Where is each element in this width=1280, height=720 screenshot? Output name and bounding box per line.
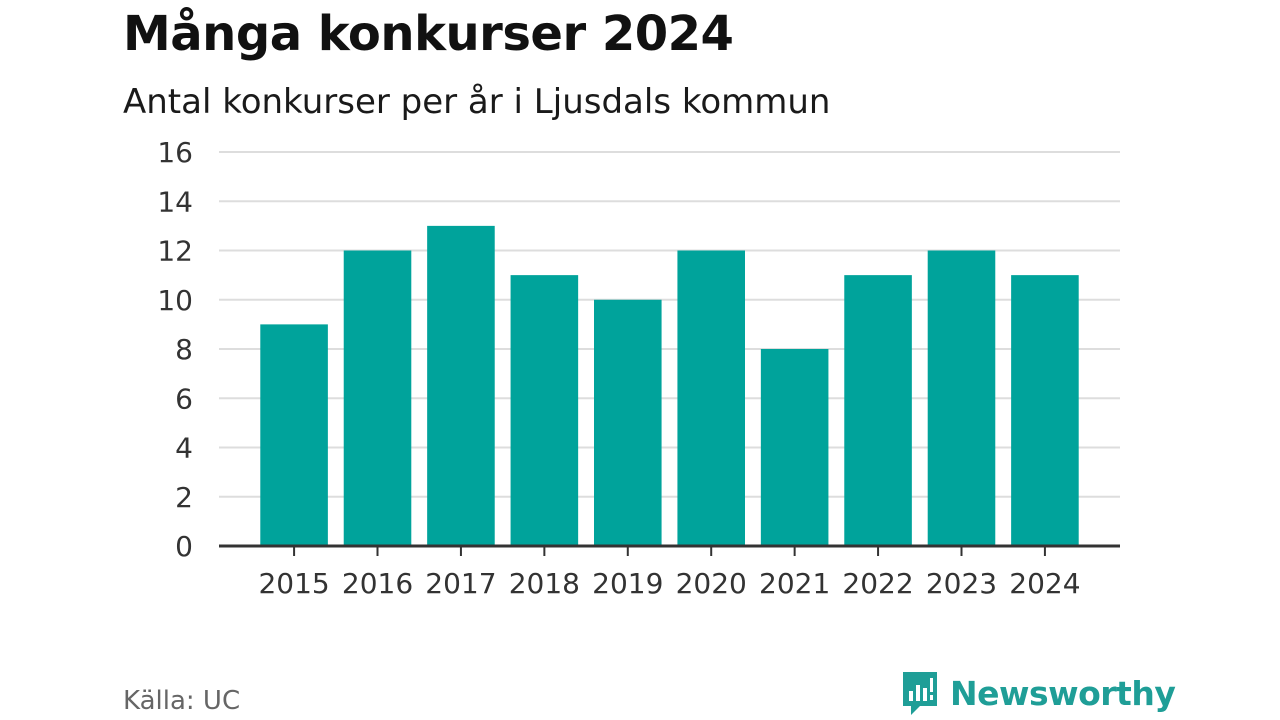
x-tick-label: 2021 xyxy=(759,567,830,600)
brand-name: Newsworthy xyxy=(950,673,1176,713)
newsworthy-logo-icon xyxy=(903,672,937,715)
y-tick-label: 2 xyxy=(175,481,193,514)
x-axis-ticks: 2015 2016 2017 2018 2019 2020 2021 2022 2023 2024 xyxy=(258,546,1081,600)
x-tick-label: 2017 xyxy=(425,567,496,600)
y-tick-label: 6 xyxy=(175,382,193,415)
bar-2024 xyxy=(1011,275,1079,546)
x-tick-label: 2018 xyxy=(509,567,580,600)
bar-2019 xyxy=(593,299,662,546)
bar-2023 xyxy=(927,250,996,546)
y-tick-label: 16 xyxy=(157,136,193,169)
chart-subtitle: Antal konkurser per år i Ljusdals kommun xyxy=(123,82,831,122)
y-tick-label: 8 xyxy=(175,333,193,366)
bars xyxy=(260,225,1079,546)
bar-2016 xyxy=(343,250,412,546)
bar-2021 xyxy=(760,349,829,546)
bar-2015 xyxy=(260,324,328,546)
x-tick-label: 2019 xyxy=(592,567,663,600)
x-tick-label: 2022 xyxy=(842,567,913,600)
x-tick-label: 2016 xyxy=(342,567,413,600)
bar-2018 xyxy=(510,275,579,546)
y-axis-ticks: 0 2 4 6 8 10 12 14 16 xyxy=(157,136,193,563)
brand-logo: Newsworthy xyxy=(900,668,1176,718)
y-tick-label: 14 xyxy=(157,185,193,218)
y-tick-label: 0 xyxy=(175,530,193,563)
bar-2022 xyxy=(844,275,912,546)
bar-2017 xyxy=(427,225,495,546)
y-tick-label: 10 xyxy=(157,284,193,317)
y-tick-label: 12 xyxy=(157,235,193,268)
x-tick-label: 2015 xyxy=(258,567,329,600)
chart-title: Många konkurser 2024 xyxy=(123,6,734,62)
bar-2020 xyxy=(677,250,746,546)
x-tick-label: 2020 xyxy=(676,567,747,600)
x-tick-label: 2024 xyxy=(1009,567,1080,600)
source-note: Källa: UC xyxy=(123,686,241,716)
x-tick-label: 2023 xyxy=(926,567,997,600)
y-tick-label: 4 xyxy=(175,432,193,465)
